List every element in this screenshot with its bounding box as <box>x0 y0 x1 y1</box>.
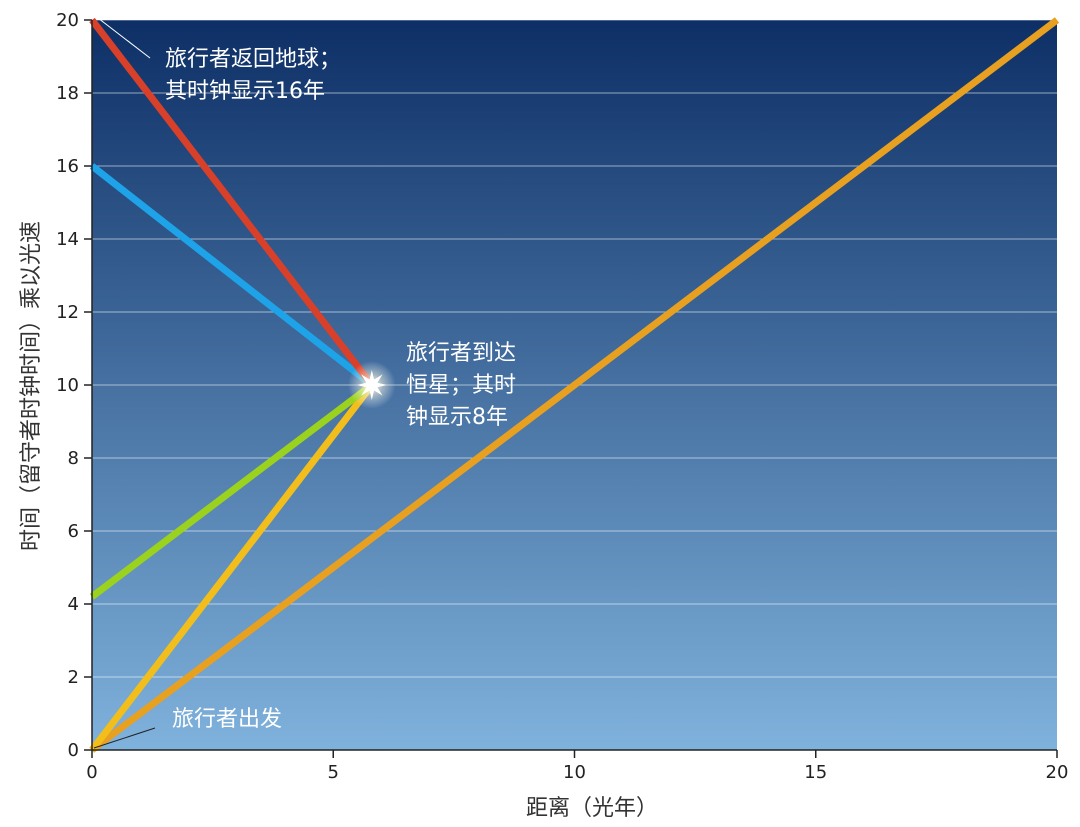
y-tick-label: 2 <box>68 667 79 688</box>
grid-lines <box>92 19 1057 678</box>
annotation-arrival: 恒星；其时 <box>406 373 516 398</box>
annotation-return: 旅行者返回地球； <box>165 47 341 72</box>
annotation-pointer-return <box>97 17 151 59</box>
y-tick-label: 0 <box>68 740 79 761</box>
annotation-arrival: 钟显示8年 <box>406 405 508 430</box>
y-tick-label: 20 <box>56 10 79 31</box>
x-tick-label: 15 <box>804 762 827 783</box>
y-tick-label: 12 <box>56 302 79 323</box>
annotation-return: 其时钟显示16年 <box>165 79 325 104</box>
annotation-depart: 旅行者出发 <box>172 707 282 732</box>
star-marker <box>347 361 396 409</box>
x-tick-label: 0 <box>86 762 97 783</box>
annotation-pointer-depart <box>93 727 156 749</box>
y-axis-title: 时间（留守者时钟时间）乘以光速 <box>19 221 44 551</box>
series-line <box>89 382 374 600</box>
x-tick-label: 20 <box>1046 762 1069 783</box>
x-tick-label: 10 <box>563 762 586 783</box>
y-tick-label: 18 <box>56 83 79 104</box>
star-icon <box>356 370 387 400</box>
y-tick-label: 16 <box>56 156 79 177</box>
annotation-arrival: 旅行者到达 <box>406 341 516 366</box>
tick-labels: 0 2 4 6 8 10 12 14 16 18 20 0 5 10 15 20 <box>56 10 1068 783</box>
y-tick-label: 8 <box>68 448 79 469</box>
y-tick-label: 4 <box>68 594 79 615</box>
y-tick-label: 14 <box>56 229 79 250</box>
y-tick-label: 6 <box>68 521 79 542</box>
series-lines <box>89 17 1060 753</box>
series-line <box>89 17 1060 753</box>
x-tick-label: 5 <box>328 762 339 783</box>
series-line <box>89 382 375 753</box>
series-line <box>89 163 375 388</box>
series-line <box>89 17 375 388</box>
x-axis-title: 距离（光年） <box>526 796 658 821</box>
y-tick-label: 10 <box>56 375 79 396</box>
